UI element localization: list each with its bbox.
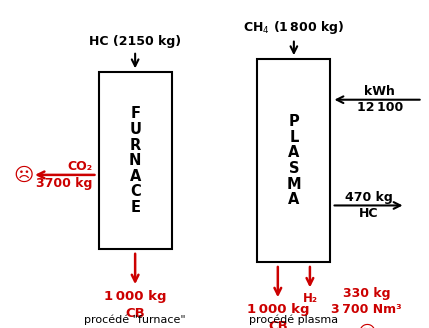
Text: procédé plasma: procédé plasma: [249, 314, 338, 325]
Text: P
L
A
S
M
A: P L A S M A: [287, 114, 301, 207]
Text: 3700 kg: 3700 kg: [36, 176, 92, 190]
Text: CO₂: CO₂: [67, 160, 92, 173]
Text: kWh: kWh: [364, 85, 395, 98]
Bar: [257, 59, 330, 262]
Text: CB: CB: [268, 320, 288, 328]
Text: F
U
R
N
A
C
E: F U R N A C E: [129, 106, 141, 215]
Text: procédé "furnace": procédé "furnace": [85, 314, 186, 325]
Text: 12 100: 12 100: [356, 101, 403, 114]
Text: H₂: H₂: [302, 292, 317, 305]
Bar: [99, 72, 172, 249]
Text: HC: HC: [359, 207, 379, 220]
Text: CH$_4$ (1 800 kg): CH$_4$ (1 800 kg): [243, 19, 344, 36]
Text: 1 000 kg: 1 000 kg: [104, 290, 166, 303]
Text: 330 kg: 330 kg: [343, 287, 390, 300]
Text: 3 700 Nm³: 3 700 Nm³: [332, 303, 402, 317]
Text: CB: CB: [125, 307, 145, 320]
Text: HC (2150 kg): HC (2150 kg): [89, 34, 181, 48]
Text: 1 000 kg: 1 000 kg: [247, 303, 309, 317]
Text: ☹: ☹: [13, 165, 34, 184]
Text: ☺: ☺: [357, 324, 376, 328]
Text: 470 kg: 470 kg: [345, 191, 393, 204]
